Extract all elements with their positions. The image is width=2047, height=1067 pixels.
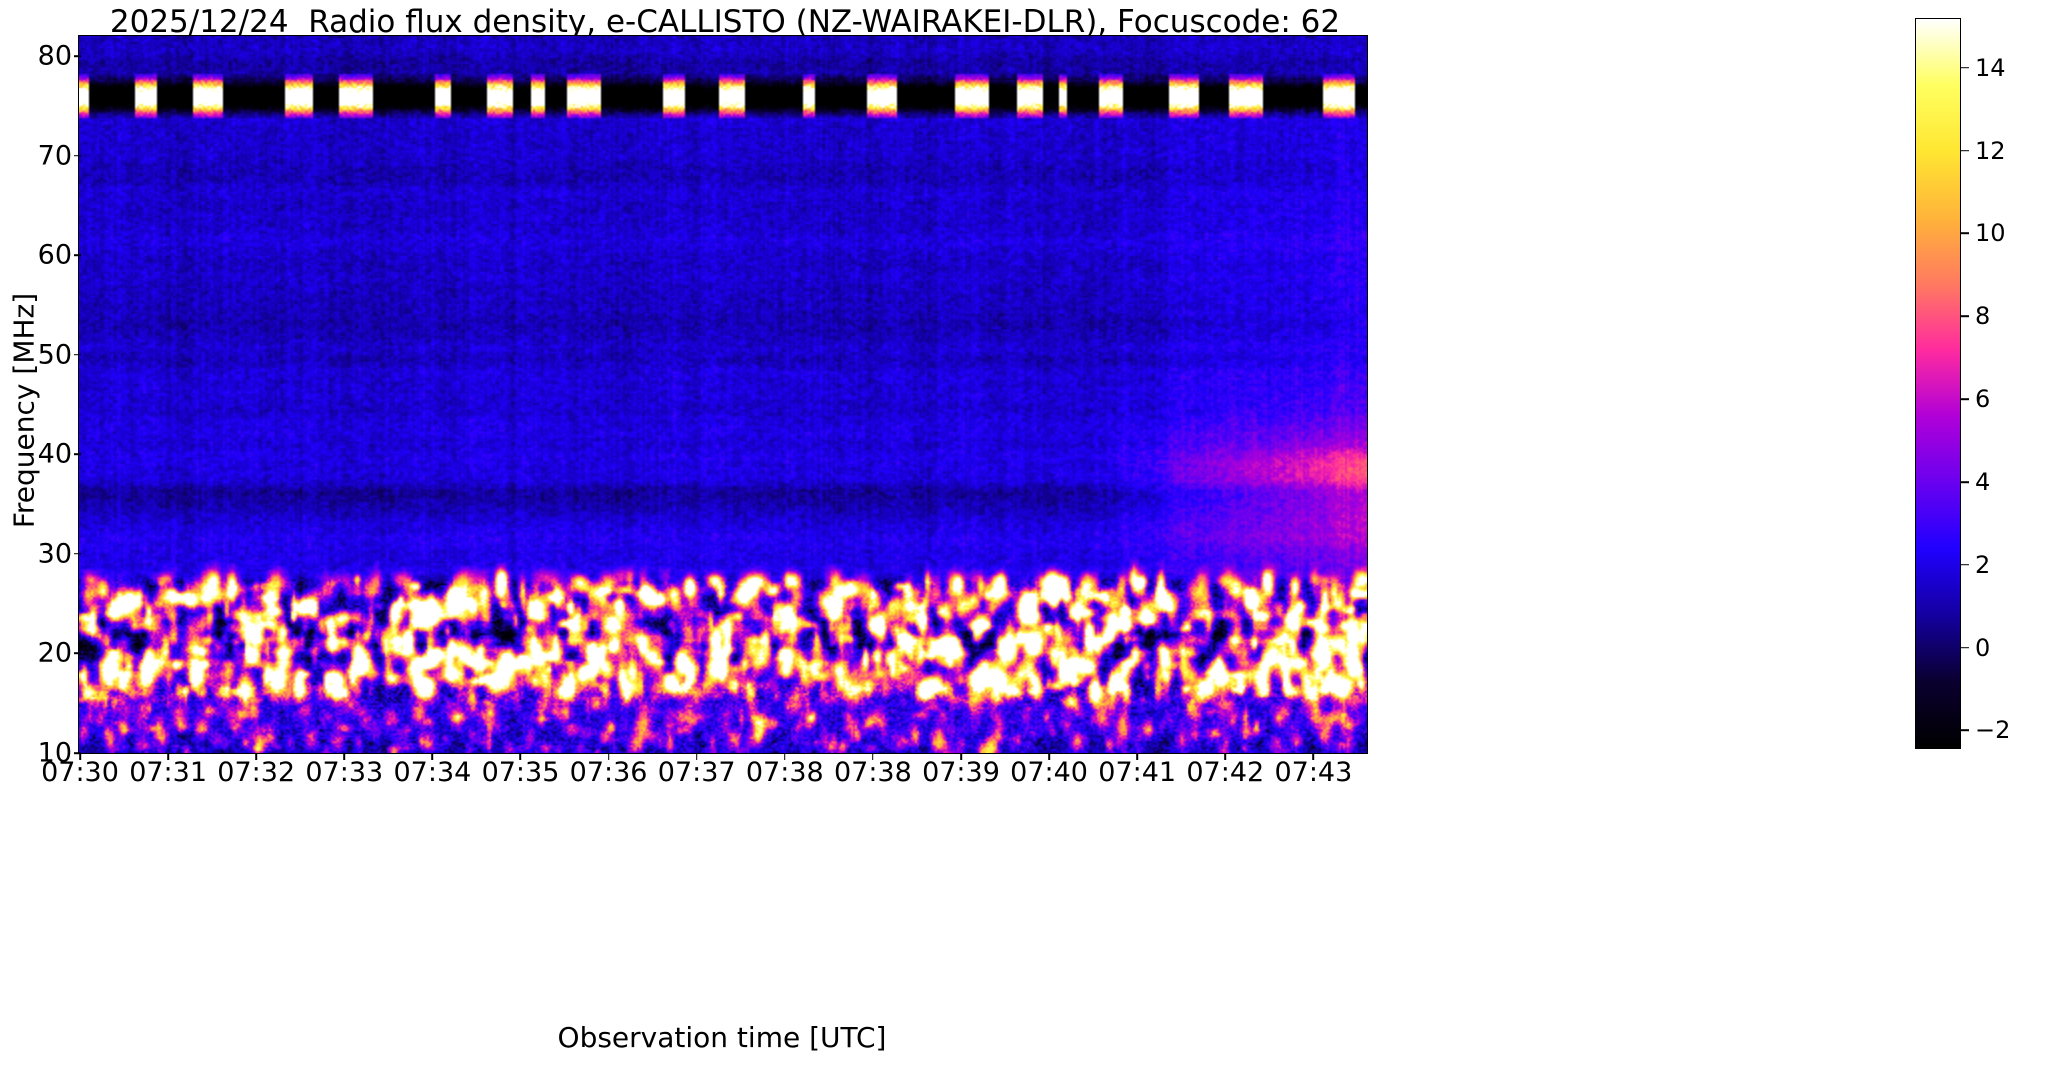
y-axis-label: Frequency [MHz] (7, 292, 41, 529)
y-tick-mark (74, 55, 81, 57)
x-tick-label: 07:33 (305, 757, 384, 788)
x-tick-label: 07:34 (393, 757, 472, 788)
x-tick-mark (1224, 753, 1227, 760)
spectrogram-heatmap (79, 36, 1367, 753)
x-tick-mark (783, 753, 786, 760)
colorbar-tick-mark (1961, 149, 1969, 152)
y-tick-mark (74, 353, 81, 356)
colorbar-tick-mark (1961, 66, 1969, 69)
colorbar-tick-mark (1961, 729, 1969, 732)
x-tick-mark (1312, 753, 1315, 760)
x-tick-label: 07:38 (745, 757, 824, 788)
colorbar-tick-mark (1961, 563, 1969, 566)
x-tick-mark (255, 753, 257, 760)
colorbar-tick-label: 10 (1975, 219, 2006, 248)
x-tick-mark (695, 753, 698, 760)
colorbar[interactable] (1915, 18, 1961, 749)
x-tick-mark (960, 753, 962, 760)
y-tick-mark (74, 254, 81, 256)
y-tick-mark (74, 154, 81, 157)
colorbar-tick-label: 8 (1975, 302, 1991, 331)
x-tick-label: 07:36 (569, 757, 648, 788)
x-tick-label: 07:38 (833, 757, 912, 788)
x-axis-label: Observation time [UTC] (557, 1021, 887, 1054)
x-tick-label: 07:30 (41, 757, 119, 788)
y-tick-mark (74, 652, 81, 655)
x-tick-label: 07:43 (1274, 757, 1353, 788)
colorbar-tick-mark (1961, 481, 1969, 483)
x-tick-label: 07:41 (1098, 757, 1177, 788)
x-tick-mark (1048, 753, 1050, 760)
colorbar-tick-label: 14 (1975, 53, 2006, 82)
x-tick-mark (431, 753, 434, 760)
colorbar-tick-label: 4 (1975, 467, 1991, 496)
y-tick-label: 40 (37, 438, 72, 470)
x-tick-mark (1136, 753, 1138, 760)
y-tick-mark (74, 752, 81, 754)
x-tick-mark (167, 753, 169, 760)
y-tick-label: 70 (37, 140, 72, 171)
x-tick-mark (519, 753, 522, 760)
y-tick-label: 20 (37, 637, 72, 669)
colorbar-tick-label: 0 (1975, 633, 1991, 662)
y-tick-mark (74, 453, 81, 456)
y-tick-label: 50 (37, 339, 72, 371)
colorbar-tick-label: 6 (1975, 385, 1991, 414)
x-tick-label: 07:35 (481, 757, 560, 788)
x-tick-label: 07:40 (1010, 757, 1088, 788)
x-tick-mark (79, 753, 81, 760)
spectrogram-plot-area[interactable] (78, 35, 1368, 754)
x-tick-label: 07:42 (1186, 757, 1265, 788)
x-tick-label: 07:31 (129, 757, 207, 788)
colorbar-gradient (1916, 19, 1960, 748)
colorbar-tick-mark (1961, 232, 1969, 235)
colorbar-tick-label: −2 (1975, 716, 2011, 745)
x-tick-mark (872, 753, 874, 760)
y-tick-label: 60 (37, 239, 72, 271)
colorbar-tick-mark (1961, 315, 1969, 318)
x-tick-mark (607, 753, 610, 760)
x-tick-label: 07:39 (922, 757, 1000, 788)
page-title: 2025/12/24 Radio flux density, e-CALLIST… (109, 4, 1341, 40)
y-tick-label: 30 (37, 538, 72, 570)
y-tick-mark (74, 553, 81, 555)
colorbar-tick-label: 2 (1975, 550, 1991, 579)
x-tick-label: 07:32 (217, 757, 296, 788)
y-tick-label: 10 (37, 737, 72, 769)
y-tick-label: 80 (37, 40, 72, 72)
colorbar-tick-label: 12 (1975, 136, 2006, 165)
colorbar-tick-mark (1961, 646, 1969, 649)
x-tick-label: 07:37 (657, 757, 736, 788)
colorbar-tick-mark (1961, 398, 1969, 400)
x-tick-mark (343, 753, 346, 760)
